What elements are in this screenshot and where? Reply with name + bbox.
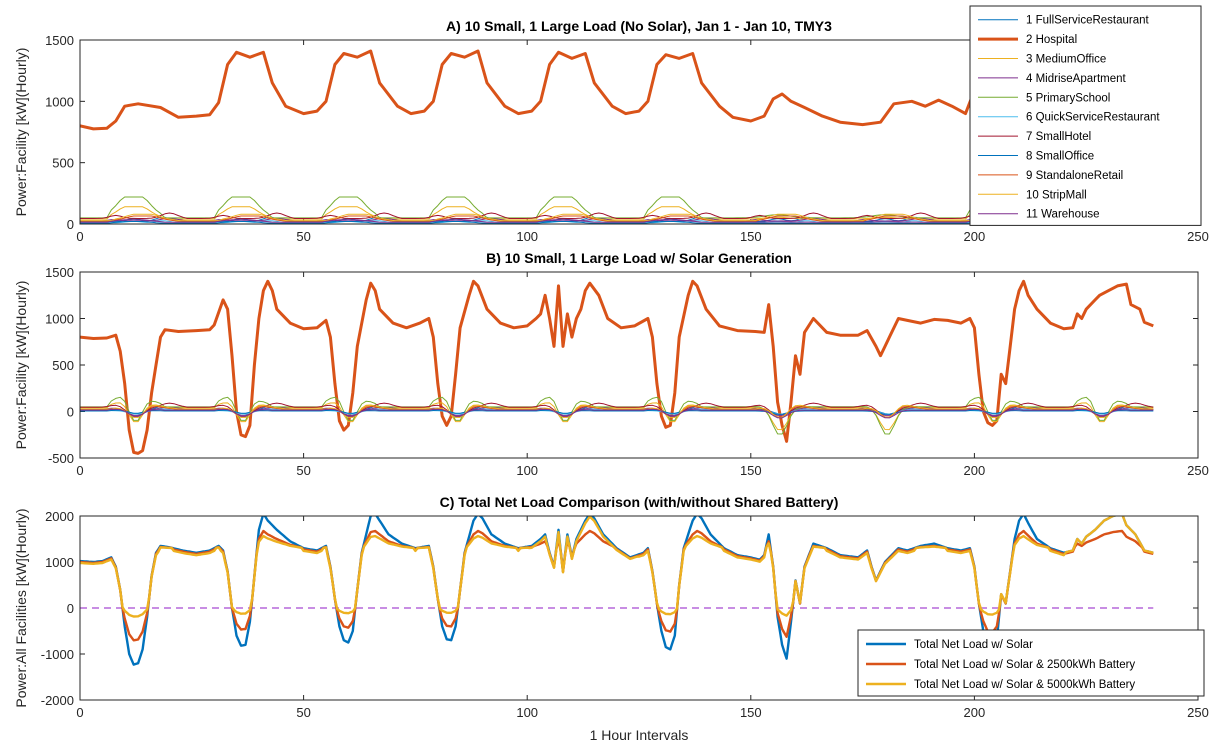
y-tick-label: 0 xyxy=(67,217,74,232)
x-tick-label: 50 xyxy=(296,705,310,720)
legend-box xyxy=(969,5,1202,226)
y-axis-label: Power:Facility [kW](Hourly) xyxy=(13,48,29,217)
x-tick-label: 250 xyxy=(1187,229,1209,244)
series-line-7 xyxy=(80,402,1154,418)
legend-entry: 9 StandaloneRetail xyxy=(1026,170,1123,182)
x-tick-label: 200 xyxy=(964,229,986,244)
x-tick-label: 0 xyxy=(76,463,83,478)
chart-title: A) 10 Small, 1 Large Load (No Solar), Ja… xyxy=(446,18,832,34)
x-tick-label: 100 xyxy=(516,463,538,478)
y-tick-label: 0 xyxy=(67,601,74,616)
x-tick-label: 150 xyxy=(740,705,762,720)
x-tick-label: 50 xyxy=(296,463,310,478)
y-tick-label: 1500 xyxy=(45,265,74,280)
x-tick-label: 100 xyxy=(516,705,538,720)
legend-entry: 6 QuickServiceRestaurant xyxy=(1026,112,1160,124)
y-tick-label: 500 xyxy=(52,156,74,171)
series-line-8 xyxy=(80,409,1154,415)
y-tick-label: -500 xyxy=(48,451,74,466)
legend-entry: 10 StripMall xyxy=(1026,189,1087,201)
series-line-11 xyxy=(80,408,1154,419)
legend-entry: 5 PrimarySchool xyxy=(1026,92,1110,104)
x-tick-label: 200 xyxy=(964,463,986,478)
series-group xyxy=(80,49,974,224)
series-line-3 xyxy=(80,516,1154,618)
y-tick-label: -2000 xyxy=(41,693,74,708)
x-tick-label: 100 xyxy=(516,229,538,244)
axes-box xyxy=(79,271,1199,459)
x-axis-label: 1 Hour Intervals xyxy=(590,727,689,743)
series-line-2 xyxy=(80,279,1154,455)
series-line-5 xyxy=(80,196,971,219)
series-group xyxy=(80,279,1154,455)
legend: Total Net Load w/ Solar Total Net Load w/… xyxy=(857,629,1205,697)
y-axis-label: Power:Facility [kW](Hourly) xyxy=(13,281,29,450)
x-tick-label: 150 xyxy=(740,463,762,478)
y-tick-label: 0 xyxy=(67,405,74,420)
series-line-8 xyxy=(80,221,970,224)
x-tick-label: 50 xyxy=(296,229,310,244)
y-tick-label: 1000 xyxy=(45,555,74,570)
legend-entry: 3 MediumOffice xyxy=(1026,54,1106,66)
y-tick-label: 2000 xyxy=(45,509,74,524)
series-line-11 xyxy=(80,219,971,223)
legend-entry: 1 FullServiceRestaurant xyxy=(1026,15,1150,27)
y-tick-label: 1500 xyxy=(45,33,74,48)
x-tick-label: 0 xyxy=(76,229,83,244)
legend-entry: 7 SmallHotel xyxy=(1026,131,1091,143)
x-tick-label: 250 xyxy=(1187,705,1209,720)
y-tick-label: 1000 xyxy=(45,94,74,109)
legend: 1 FullServiceRestaurant 2 Hospital 3 Mediu… xyxy=(969,5,1202,226)
series-group xyxy=(80,516,1154,666)
x-tick-label: 250 xyxy=(1187,463,1209,478)
panel-2: B) 10 Small, 1 Large Load w/ Solar Gener… xyxy=(13,250,1209,478)
y-axis-label: Power:All Facilities [kW](Hourly) xyxy=(13,508,29,707)
legend-entry: 11 Warehouse xyxy=(1026,209,1100,221)
chart-title: B) 10 Small, 1 Large Load w/ Solar Gener… xyxy=(486,250,792,266)
series-line-2 xyxy=(80,49,974,131)
y-tick-label: 1000 xyxy=(45,312,74,327)
series-line-9 xyxy=(80,215,970,222)
series-line-10 xyxy=(80,404,1154,418)
legend-entry: 4 MidriseApartment xyxy=(1026,73,1127,85)
legend-entry: 8 SmallOffice xyxy=(1026,151,1094,163)
legend-entry: Total Net Load w/ Solar & 2500kWh Batter… xyxy=(914,659,1135,671)
legend-box xyxy=(857,629,1205,697)
legend-entry: Total Net Load w/ Solar xyxy=(914,639,1033,651)
series-line-10 xyxy=(80,213,970,222)
panel-1: A) 10 Small, 1 Large Load (No Solar), Ja… xyxy=(13,5,1209,244)
series-line-7 xyxy=(80,212,971,219)
plot-area xyxy=(80,272,1198,458)
y-tick-label: 500 xyxy=(52,358,74,373)
legend-entry: Total Net Load w/ Solar & 5000kWh Batter… xyxy=(914,679,1135,691)
y-tick-label: -1000 xyxy=(41,647,74,662)
chart-title: C) Total Net Load Comparison (with/witho… xyxy=(440,494,839,510)
x-tick-label: 0 xyxy=(76,705,83,720)
x-tick-label: 150 xyxy=(740,229,762,244)
axes-box xyxy=(79,515,1199,701)
legend-entry: 2 Hospital xyxy=(1026,34,1077,46)
panel-3: C) Total Net Load Comparison (with/witho… xyxy=(13,494,1209,720)
x-tick-label: 200 xyxy=(964,705,986,720)
